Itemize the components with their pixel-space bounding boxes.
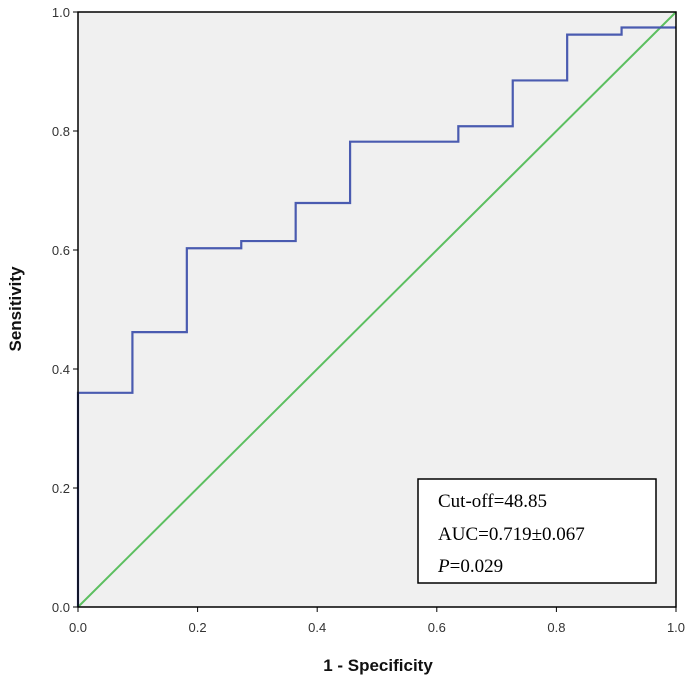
- y-tick-label: 1.0: [52, 5, 70, 20]
- x-axis-title: 1 - Specificity: [323, 656, 433, 675]
- x-tick-label: 0.8: [547, 620, 565, 635]
- auc-label: AUC=0.719±0.067: [438, 524, 585, 545]
- y-axis-title: Sensitivity: [6, 266, 25, 352]
- x-tick-label: 0.6: [428, 620, 446, 635]
- x-tick-label: 0.4: [308, 620, 326, 635]
- cutoff-label: Cut-off=48.85: [438, 491, 547, 512]
- roc-curve-line: [76, 26, 676, 607]
- y-tick-label: 0.4: [52, 362, 70, 377]
- y-axis: 0.0 0.2 0.4 0.6 0.8 1.0: [52, 5, 78, 615]
- roc-curve-layer: [76, 26, 676, 607]
- p-value: =0.029: [450, 556, 503, 577]
- y-tick-label: 0.2: [52, 481, 70, 496]
- p-value-label: P=0.029: [437, 556, 503, 577]
- y-tick-label: 0.6: [52, 243, 70, 258]
- reference-line-layer: [77, 11, 677, 608]
- reference-diagonal-line: [77, 11, 677, 608]
- x-tick-label: 1.0: [667, 620, 685, 635]
- p-symbol: P: [437, 556, 450, 577]
- x-axis: 0.0 0.2 0.4 0.6 0.8 1.0: [69, 607, 685, 635]
- y-tick-label: 0.0: [52, 600, 70, 615]
- x-tick-label: 0.2: [189, 620, 207, 635]
- stats-annotation: Cut-off=48.85 AUC=0.719±0.067 P=0.029: [417, 478, 657, 584]
- plot-frame: [77, 11, 677, 608]
- x-tick-label: 0.0: [69, 620, 87, 635]
- annotation-box: [417, 478, 657, 584]
- y-tick-label: 0.8: [52, 124, 70, 139]
